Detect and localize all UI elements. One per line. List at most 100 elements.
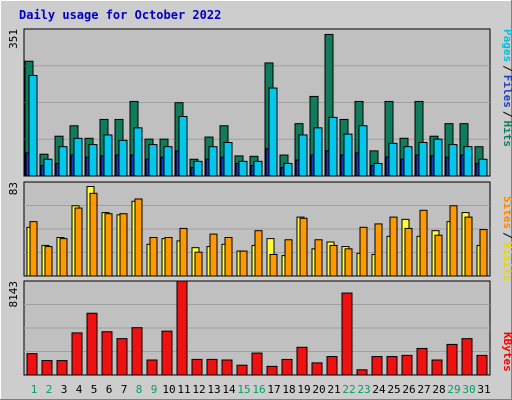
hits-ymax-label: 351 — [7, 29, 20, 49]
bar-sites-day-2 — [44, 246, 53, 277]
bar-kbytes-day-1 — [26, 353, 38, 376]
bar-kbytes-day-31 — [476, 354, 488, 376]
bar-pages-day-3 — [58, 146, 68, 177]
x-tick-label-17: 17 — [267, 383, 280, 396]
x-tick-label-22: 22 — [342, 383, 355, 396]
x-tick-label-13: 13 — [207, 383, 220, 396]
bar-kbytes-day-7 — [116, 338, 128, 376]
bar-sites-day-9 — [149, 236, 158, 277]
bar-sites-day-6 — [104, 213, 113, 277]
bar-kbytes-day-14 — [221, 359, 233, 376]
bar-sites-day-16 — [254, 230, 263, 277]
legend-kbytes-panel: KBytes — [501, 332, 512, 372]
legend-sites: Sites — [501, 196, 512, 229]
x-tick-label-23: 23 — [357, 383, 370, 396]
bar-pages-day-5 — [88, 144, 98, 177]
x-tick-label-20: 20 — [312, 383, 325, 396]
bar-kbytes-day-10 — [161, 330, 173, 376]
bar-sites-day-5 — [89, 192, 98, 277]
bar-kbytes-day-16 — [251, 352, 263, 376]
legend-sep-1: / — [501, 65, 512, 72]
bar-sites-day-22 — [344, 248, 353, 277]
bar-sites-day-27 — [419, 209, 428, 277]
visits-ymax-label: 83 — [7, 182, 20, 195]
chart-title: Daily usage for October 2022 — [19, 8, 221, 22]
bar-sites-day-23 — [359, 226, 368, 277]
bar-kbytes-day-21 — [326, 356, 338, 376]
x-tick-label-30: 30 — [462, 383, 475, 396]
bar-pages-day-18 — [283, 162, 293, 177]
x-tick-label-10: 10 — [162, 383, 175, 396]
bar-sites-day-24 — [374, 223, 383, 277]
bar-sites-day-18 — [284, 239, 293, 277]
x-tick-label-29: 29 — [447, 383, 460, 396]
x-tick-label-14: 14 — [222, 383, 236, 396]
x-tick-label-8: 8 — [136, 383, 143, 396]
bar-kbytes-day-13 — [206, 358, 218, 376]
x-tick-label-6: 6 — [106, 383, 113, 396]
bar-kbytes-day-22 — [341, 292, 353, 376]
x-tick-label-25: 25 — [387, 383, 400, 396]
x-axis-labels: 1 2 3 4 5 6 7 8 9 10 11 12 13 14 15 16 17 18 19 20 21 22 23 24 2… — [31, 383, 491, 396]
bar-pages-day-16 — [253, 160, 263, 177]
x-tick-label-1: 1 — [31, 383, 38, 396]
bar-pages-day-28 — [433, 138, 443, 177]
x-tick-label-28: 28 — [432, 383, 445, 396]
bar-pages-day-8 — [133, 127, 143, 177]
bar-pages-day-4 — [73, 137, 83, 177]
bar-sites-day-13 — [209, 233, 218, 277]
bars — [24, 33, 488, 376]
bar-sites-day-15 — [239, 250, 248, 277]
bar-pages-day-22 — [343, 133, 353, 177]
legend-kbytes: KBytes — [501, 332, 512, 372]
bar-kbytes-day-17 — [266, 365, 278, 376]
legend-files: Files — [501, 75, 512, 108]
bar-sites-day-26 — [404, 227, 413, 277]
bar-pages-day-14 — [223, 141, 233, 177]
bar-sites-day-3 — [59, 238, 68, 277]
legend-hits-panel: Pages / Files / Hits — [501, 29, 512, 147]
bar-pages-day-27 — [418, 141, 428, 177]
bar-kbytes-day-5 — [86, 312, 98, 376]
legend-pages: Pages — [501, 29, 512, 62]
bar-kbytes-day-19 — [296, 346, 308, 376]
legend-hits: Hits — [501, 121, 512, 148]
bar-sites-day-21 — [329, 244, 338, 277]
bar-pages-day-20 — [313, 127, 323, 177]
bar-kbytes-day-9 — [146, 359, 158, 376]
bar-kbytes-day-24 — [371, 356, 383, 376]
x-tick-label-2: 2 — [46, 383, 53, 396]
bar-pages-day-24 — [373, 162, 383, 177]
bar-kbytes-day-11 — [176, 280, 188, 376]
bar-pages-day-19 — [298, 134, 308, 177]
bar-pages-day-25 — [388, 142, 398, 177]
x-tick-label-15: 15 — [237, 383, 250, 396]
bar-sites-day-29 — [449, 205, 458, 277]
bar-sites-day-1 — [29, 221, 38, 277]
bar-sites-day-31 — [479, 229, 488, 277]
bar-sites-day-28 — [434, 234, 443, 277]
legend-visits: Visits — [501, 242, 512, 282]
bar-sites-day-25 — [389, 216, 398, 277]
bar-kbytes-day-25 — [386, 356, 398, 376]
x-tick-label-24: 24 — [372, 383, 386, 396]
bar-sites-day-10 — [164, 236, 173, 277]
bar-pages-day-13 — [208, 146, 218, 177]
legend-visits-panel: Sites / Visits — [501, 196, 512, 282]
x-tick-label-31: 31 — [477, 383, 490, 396]
bar-kbytes-day-15 — [236, 364, 248, 376]
x-tick-label-18: 18 — [282, 383, 295, 396]
bar-pages-day-17 — [268, 87, 278, 177]
x-tick-label-3: 3 — [61, 383, 68, 396]
bar-pages-day-23 — [358, 125, 368, 177]
legend-sep-2: / — [501, 111, 512, 118]
x-tick-label-16: 16 — [252, 383, 265, 396]
bar-kbytes-day-23 — [356, 369, 368, 376]
bar-pages-day-9 — [148, 144, 158, 177]
bar-sites-day-11 — [179, 227, 188, 277]
bar-sites-day-4 — [74, 207, 83, 277]
bar-kbytes-day-4 — [71, 332, 83, 376]
x-tick-label-19: 19 — [297, 383, 310, 396]
x-tick-label-9: 9 — [151, 383, 158, 396]
bar-pages-day-2 — [43, 158, 53, 177]
